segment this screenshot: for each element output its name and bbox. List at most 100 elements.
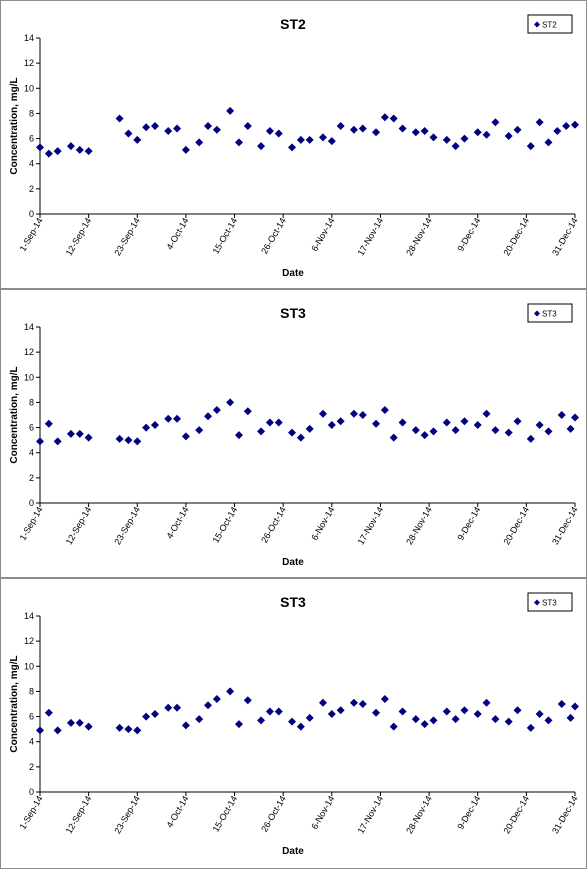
data-point bbox=[133, 135, 142, 144]
x-tick-label: 26-Oct-14 bbox=[259, 794, 288, 834]
data-point bbox=[460, 417, 469, 426]
data-point bbox=[234, 431, 243, 440]
data-point bbox=[195, 715, 204, 724]
data-point bbox=[420, 127, 429, 136]
y-tick-label: 12 bbox=[24, 636, 34, 646]
y-axis-label: Concentration, mg/L bbox=[9, 655, 20, 752]
data-point bbox=[133, 726, 142, 735]
data-point bbox=[204, 701, 213, 710]
data-point bbox=[164, 127, 173, 136]
data-point bbox=[274, 418, 283, 427]
data-point bbox=[75, 145, 84, 154]
data-point bbox=[429, 133, 438, 142]
chart-svg: ST2 ST2 0 2 4 6 8 10 12 14 1-Sep-14 12-Sep-14 23-Sep… bbox=[9, 14, 580, 279]
data-point bbox=[142, 423, 151, 432]
data-point bbox=[389, 722, 398, 731]
data-point bbox=[318, 698, 327, 707]
data-point bbox=[482, 409, 491, 418]
data-point bbox=[296, 722, 305, 731]
data-point bbox=[372, 419, 381, 428]
y-tick-label: 2 bbox=[29, 762, 34, 772]
data-point bbox=[75, 718, 84, 727]
data-point bbox=[557, 411, 566, 419]
data-point bbox=[204, 122, 213, 130]
x-tick-label: 12-Sep-14 bbox=[64, 794, 94, 835]
chart-panel-st3-b: ST3 ST3 0 2 4 6 8 10 12 14 1-Sep-14 12-Sep-14 23-Sep… bbox=[0, 578, 587, 869]
data-point bbox=[115, 723, 124, 732]
x-axis-label: Date bbox=[282, 557, 304, 568]
data-point bbox=[115, 114, 124, 123]
legend-label: ST2 bbox=[542, 21, 557, 30]
data-point bbox=[411, 715, 420, 724]
y-tick-label: 6 bbox=[29, 712, 34, 722]
data-point bbox=[513, 706, 522, 715]
chart-svg: ST3 ST3 0 2 4 6 8 10 12 14 1-Sep-14 12-Sep-14 23-Sep… bbox=[9, 592, 580, 857]
data-point bbox=[349, 698, 358, 707]
legend: ST3 bbox=[527, 303, 573, 323]
data-point bbox=[566, 713, 575, 722]
data-point bbox=[451, 142, 460, 151]
y-tick-label: 14 bbox=[24, 322, 34, 332]
data-point bbox=[411, 426, 420, 435]
data-point bbox=[460, 706, 469, 715]
data-point bbox=[349, 125, 358, 134]
data-point bbox=[288, 717, 297, 726]
data-point bbox=[181, 145, 190, 154]
data-point bbox=[318, 409, 327, 418]
y-tick-label: 14 bbox=[24, 611, 34, 621]
data-point bbox=[544, 427, 553, 436]
data-point bbox=[429, 716, 438, 725]
legend-marker bbox=[534, 599, 540, 606]
data-point bbox=[257, 716, 266, 725]
y-tick-label: 0 bbox=[29, 209, 34, 219]
chart-panel-st2: ST2 ST2 0 2 4 6 8 10 12 14 1-Sep-14 12-Sep-14 23-Sep… bbox=[0, 0, 587, 289]
data-point bbox=[296, 135, 305, 144]
y-axis-label: Concentration, mg/L bbox=[9, 77, 20, 174]
data-point bbox=[212, 125, 221, 134]
x-axis-label: Date bbox=[282, 846, 304, 857]
y-tick-label: 12 bbox=[24, 58, 34, 68]
data-point bbox=[36, 726, 44, 735]
x-tick-label: 15-Oct-14 bbox=[211, 505, 240, 545]
data-point bbox=[150, 421, 159, 430]
x-axis-label: Date bbox=[282, 268, 304, 279]
data-point bbox=[243, 122, 252, 130]
data-point bbox=[358, 411, 367, 419]
data-point bbox=[571, 413, 579, 422]
data-point bbox=[181, 721, 190, 730]
y-tick-label: 14 bbox=[24, 33, 34, 43]
data-point bbox=[420, 720, 429, 729]
data-point bbox=[44, 149, 53, 158]
y-tick-label: 0 bbox=[29, 787, 34, 797]
x-tick-label: 6-Nov-14 bbox=[309, 505, 336, 542]
y-tick-label: 4 bbox=[29, 737, 34, 747]
y-tick-label: 8 bbox=[29, 397, 34, 407]
x-tick-label: 6-Nov-14 bbox=[309, 216, 336, 253]
x-tick-label: 17-Nov-14 bbox=[356, 794, 386, 835]
data-point bbox=[504, 717, 513, 726]
data-point bbox=[398, 418, 407, 427]
data-point bbox=[473, 710, 482, 719]
data-point bbox=[66, 429, 75, 438]
x-tick-label: 20-Dec-14 bbox=[501, 505, 531, 546]
data-point bbox=[398, 707, 407, 716]
data-point bbox=[44, 419, 53, 428]
x-tick-label: 15-Oct-14 bbox=[211, 794, 240, 834]
data-point bbox=[482, 130, 491, 139]
data-point bbox=[544, 716, 553, 725]
chart-title: ST3 bbox=[280, 305, 306, 321]
data-point bbox=[84, 433, 93, 442]
x-tick-label: 20-Dec-14 bbox=[501, 216, 531, 257]
x-tick-label: 23-Sep-14 bbox=[112, 505, 142, 546]
data-point bbox=[133, 437, 142, 446]
y-tick-label: 8 bbox=[29, 686, 34, 696]
data-point bbox=[142, 712, 151, 721]
y-axis-label: Concentration, mg/L bbox=[9, 366, 20, 463]
data-point bbox=[305, 424, 314, 433]
data-point bbox=[124, 725, 133, 734]
x-tick-label: 28-Nov-14 bbox=[404, 216, 434, 257]
x-tick-label: 28-Nov-14 bbox=[404, 505, 434, 546]
x-tick-label: 26-Oct-14 bbox=[259, 505, 288, 545]
x-tick-label: 9-Dec-14 bbox=[455, 794, 482, 831]
x-tick-label: 15-Oct-14 bbox=[211, 216, 240, 256]
